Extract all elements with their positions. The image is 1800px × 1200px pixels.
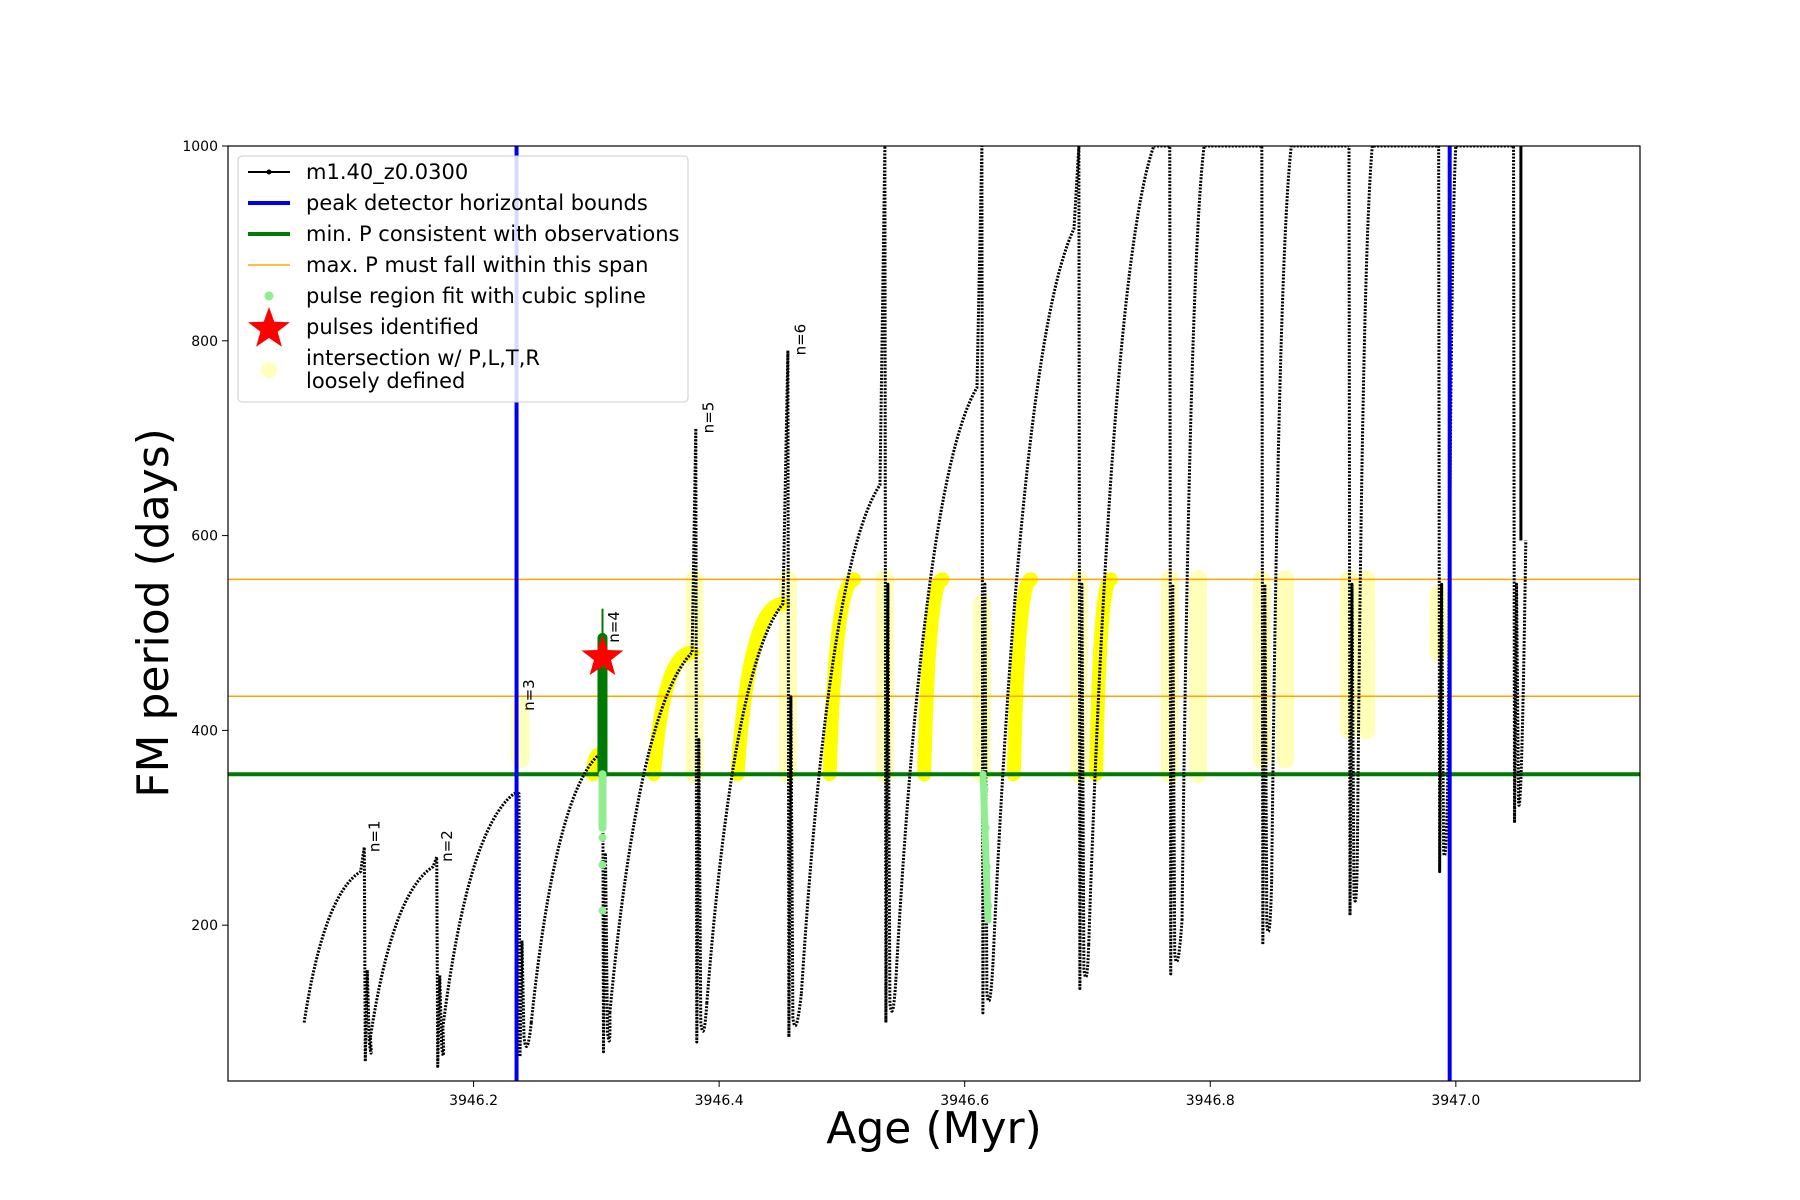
track-segment-4 [608, 426, 709, 1044]
spline-point-2 [598, 860, 607, 869]
x-tick-label-1: 3946.4 [695, 1093, 744, 1109]
y-tick-label-4: 1000 [182, 139, 218, 155]
intersection-band-2 [730, 596, 790, 782]
track-segment-0 [302, 845, 373, 1064]
pulse-label-4: n=4 [605, 611, 623, 643]
legend-handle-intersect [261, 362, 277, 378]
intersection-band-3 [822, 572, 862, 782]
intersection-band-4 [917, 572, 950, 782]
plot-frame [227, 145, 1641, 1082]
x-axis-title: Age (Myr) [826, 1103, 1042, 1154]
track-segment-1 [368, 855, 446, 1068]
intersection-layer [585, 572, 1118, 782]
track-segment-12 [1356, 146, 1450, 874]
legend-label-spline: pulse region fit with cubic spline [306, 284, 646, 308]
legend-label-line: loosely defined [306, 369, 465, 393]
track-segment-8 [991, 146, 1091, 990]
track-segment-6 [799, 146, 898, 1025]
spline-point-3 [598, 906, 607, 915]
track-segment-7 [894, 146, 995, 1015]
legend-label-line: pulses identified [306, 315, 479, 339]
spline-point-1 [598, 833, 607, 842]
spline-point-7 [984, 901, 993, 910]
legend-label-intersect: intersection w/ P,L,T,R loosely defined [306, 346, 540, 393]
legend-label-line: m1.40_z0.0300 [306, 160, 468, 185]
x-tick-label-0: 3946.2 [449, 1093, 498, 1109]
spline-fit-segment-b [979, 770, 992, 924]
pulse-label-3: n=3 [520, 679, 538, 711]
legend-label-maxp: max. P must fall within this span [306, 253, 648, 277]
track-layer [302, 146, 1528, 1068]
intersection-band-1 [647, 645, 700, 782]
legend-label-pulses: pulses identified [306, 315, 479, 339]
legend-box [237, 155, 689, 403]
x-tick-label-4: 3947.0 [1431, 1093, 1480, 1109]
intersection-band-5 [1006, 572, 1038, 782]
spline-point-6 [982, 862, 991, 871]
pulse-identified-star [581, 635, 624, 676]
pulse-label-5: n=5 [699, 402, 717, 434]
legend-handle-pulses [248, 307, 290, 347]
y-tick-label-1: 400 [191, 723, 218, 739]
legend-marker-track [266, 169, 272, 175]
legend-label-line: pulse region fit with cubic spline [306, 284, 646, 308]
y-tick-label-3: 800 [191, 334, 218, 350]
track-segment-5 [705, 349, 803, 1039]
legend-label-bounds: peak detector horizontal bounds [306, 191, 648, 215]
legend-label-line: max. P must fall within this span [306, 253, 648, 277]
y-tick-label-0: 200 [191, 918, 218, 934]
pulse-label-6: n=6 [792, 324, 810, 356]
legend-label-track: m1.40_z0.0300 [306, 160, 468, 185]
track-segment-2 [441, 792, 533, 1059]
pulse-label-2: n=2 [438, 830, 456, 862]
y-tick-label-2: 600 [191, 529, 218, 545]
intersection-band-6 [1089, 572, 1118, 782]
horizontal-lines-layer [228, 578, 1640, 777]
legend-label-line: intersection w/ P,L,T,R [306, 346, 540, 370]
x-tick-label-2: 3946.6 [940, 1093, 989, 1109]
track-segment-10 [1180, 146, 1274, 947]
pulses-layer [581, 635, 624, 676]
spline-point-4 [980, 784, 989, 793]
legend-label-minp: min. P consistent with observations [306, 222, 679, 246]
legend-label-line: peak detector horizontal bounds [306, 191, 648, 215]
pulse-label-1: n=1 [366, 820, 384, 852]
track-segment-13 [1446, 146, 1528, 825]
spline-point-0 [598, 794, 607, 803]
track-segment-9 [1087, 146, 1184, 976]
pulse-labels-layer: n=1 n=2 n=3 n=4 n=5 n=6 [366, 324, 810, 862]
spline-point-5 [981, 823, 990, 832]
x-tick-label-3: 3946.8 [1186, 1093, 1235, 1109]
legend-label-line: min. P consistent with observations [306, 222, 679, 246]
track-segment-11 [1270, 146, 1360, 917]
y-axis-title: FM period (days) [128, 428, 179, 798]
legend-handle-spline [264, 291, 274, 301]
axes-layer: 3946.2 3946.4 3946.6 3946.8 3947.0 200 400 600 8… [182, 139, 1480, 1109]
